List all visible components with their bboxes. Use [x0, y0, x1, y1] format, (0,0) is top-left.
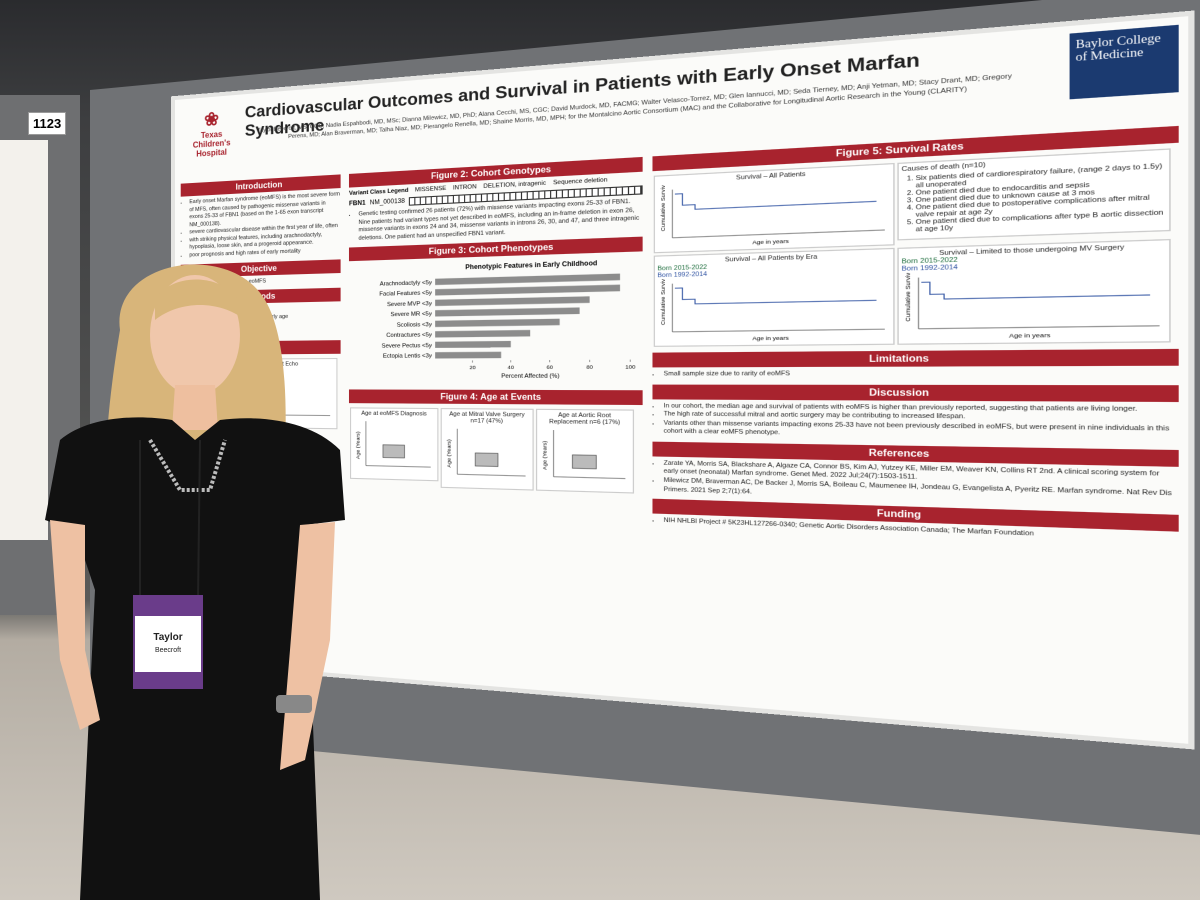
watch [276, 695, 312, 713]
badge-name: Taylor [153, 632, 182, 643]
badge-band [134, 672, 202, 688]
neck [172, 385, 218, 430]
badge-surname: Beecroft [155, 647, 181, 654]
badge-band [134, 596, 202, 616]
